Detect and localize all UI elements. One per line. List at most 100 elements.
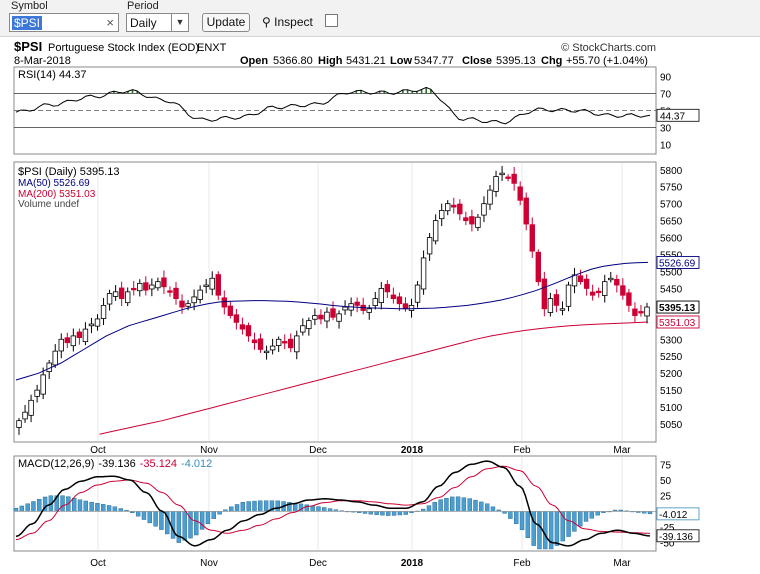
macd-histogram-bar xyxy=(473,499,478,512)
ma50-last-label: 5526.69 xyxy=(656,255,700,269)
price-candle xyxy=(602,274,608,303)
candle-body xyxy=(288,338,294,349)
price-candle xyxy=(28,394,34,423)
macd-histogram-bar xyxy=(252,500,257,512)
macd-histogram-bar xyxy=(25,503,30,512)
macd-hist-last-box xyxy=(656,507,700,521)
candle-body xyxy=(94,318,101,327)
price-candle xyxy=(571,267,578,294)
macd-histogram-bar xyxy=(432,502,437,512)
price-candle xyxy=(354,297,360,313)
candle-body xyxy=(445,203,451,212)
macd-x-label: Feb xyxy=(513,558,531,569)
toolbar: Symbol $PSI × Period Daily ▼ Update ⚲ In… xyxy=(0,0,760,37)
macd-histogram-bar xyxy=(147,511,152,524)
price-candle xyxy=(402,297,409,312)
ma200-legend: MA(200) 5351.03 xyxy=(18,189,96,200)
price-candle xyxy=(608,272,614,283)
rsi-layer xyxy=(14,86,656,128)
price-candle xyxy=(505,174,511,182)
macd-histogram-bar xyxy=(595,511,600,516)
macd-histogram-bar xyxy=(479,501,484,512)
macd-histogram-bar xyxy=(101,504,106,512)
rsi-last-label: 44.37 xyxy=(656,108,700,122)
price-candle xyxy=(52,344,58,368)
price-candle xyxy=(432,214,439,245)
update-button[interactable]: Update xyxy=(202,13,250,32)
candle-body xyxy=(245,325,252,337)
macd-histogram-bar xyxy=(263,500,269,512)
macd-histogram-bar xyxy=(438,499,443,512)
candle-body xyxy=(481,203,487,216)
price-candle xyxy=(34,384,40,403)
price-candle xyxy=(529,217,535,258)
price-candle xyxy=(541,271,548,317)
macd-legend-macd: -39.136 xyxy=(98,458,135,470)
close-label: Close xyxy=(462,55,492,67)
candle-body xyxy=(342,306,348,311)
macd-histogram-bar xyxy=(461,497,467,512)
macd-tick-label: 75 xyxy=(660,460,672,471)
candle-body xyxy=(523,197,529,225)
price-tick-label: 5800 xyxy=(660,166,683,177)
rsi-tick-label: 90 xyxy=(660,73,672,84)
header-exchange: ENXT xyxy=(197,42,227,54)
price-candle xyxy=(632,302,638,323)
macd-histogram-bar xyxy=(118,508,123,512)
symbol-input[interactable]: $PSI × xyxy=(9,13,119,32)
price-x-label: Feb xyxy=(513,445,531,456)
candle-body xyxy=(595,290,602,294)
candle-body xyxy=(577,275,584,283)
symbol-label: Symbol xyxy=(11,0,48,12)
rsi-tick-label: 30 xyxy=(660,124,672,135)
chevron-down-icon[interactable]: ▼ xyxy=(171,14,188,31)
price-x-label: Nov xyxy=(200,445,218,456)
macd-histogram-bar xyxy=(426,505,432,512)
macd-last-label: -39.136 xyxy=(656,529,700,543)
price-tick-label: 5200 xyxy=(660,369,683,380)
candle-body xyxy=(644,306,650,317)
candle-body xyxy=(451,204,457,208)
clear-icon[interactable]: × xyxy=(106,15,114,30)
macd-histogram-bar xyxy=(211,511,216,519)
macd-histogram-bar xyxy=(19,505,25,512)
candle-body xyxy=(16,420,22,428)
macd-histogram-bar xyxy=(322,507,327,512)
inspect-checkbox[interactable] xyxy=(325,14,338,27)
close-value: 5395.13 xyxy=(496,55,536,67)
ohlc-readout: Open 5366.80 High 5431.21 Low 5347.77 Cl… xyxy=(240,55,648,67)
macd-histogram-bar xyxy=(106,505,112,512)
price-legend: $PSI (Daily) 5395.13 xyxy=(18,166,120,178)
candle-body xyxy=(463,217,469,222)
price-candle xyxy=(100,297,107,326)
candle-body xyxy=(438,210,445,220)
macd-histogram-bar xyxy=(240,502,246,512)
macd-x-label: Dec xyxy=(309,558,327,569)
price-candle xyxy=(378,282,385,310)
price-candle xyxy=(475,213,481,231)
candle-body xyxy=(281,341,288,344)
price-candle xyxy=(106,289,113,311)
candle-body xyxy=(269,345,276,351)
price-candle xyxy=(40,367,46,400)
candle-body xyxy=(155,281,161,289)
price-candle xyxy=(372,291,378,310)
inspect-toggle[interactable]: ⚲ Inspect xyxy=(262,15,313,29)
price-tick-label: 5050 xyxy=(660,420,683,431)
price-candle xyxy=(179,294,185,314)
candle-body xyxy=(432,220,439,242)
macd-histogram-bar xyxy=(71,497,77,512)
price-candle xyxy=(257,333,264,353)
macd-histogram-bar xyxy=(31,501,36,512)
macd-histogram-bar xyxy=(194,511,199,536)
low-value: 5347.77 xyxy=(414,55,454,67)
period-select[interactable]: Daily ▼ xyxy=(126,13,189,32)
candle-body xyxy=(137,282,143,292)
macd-histogram-bar xyxy=(455,496,461,512)
candle-body xyxy=(505,176,511,179)
candle-body xyxy=(40,374,46,395)
price-tick-label: 5700 xyxy=(660,200,683,211)
price-candle xyxy=(281,334,288,350)
candle-body xyxy=(511,173,517,184)
macd-tick-label: -25 xyxy=(660,523,675,534)
